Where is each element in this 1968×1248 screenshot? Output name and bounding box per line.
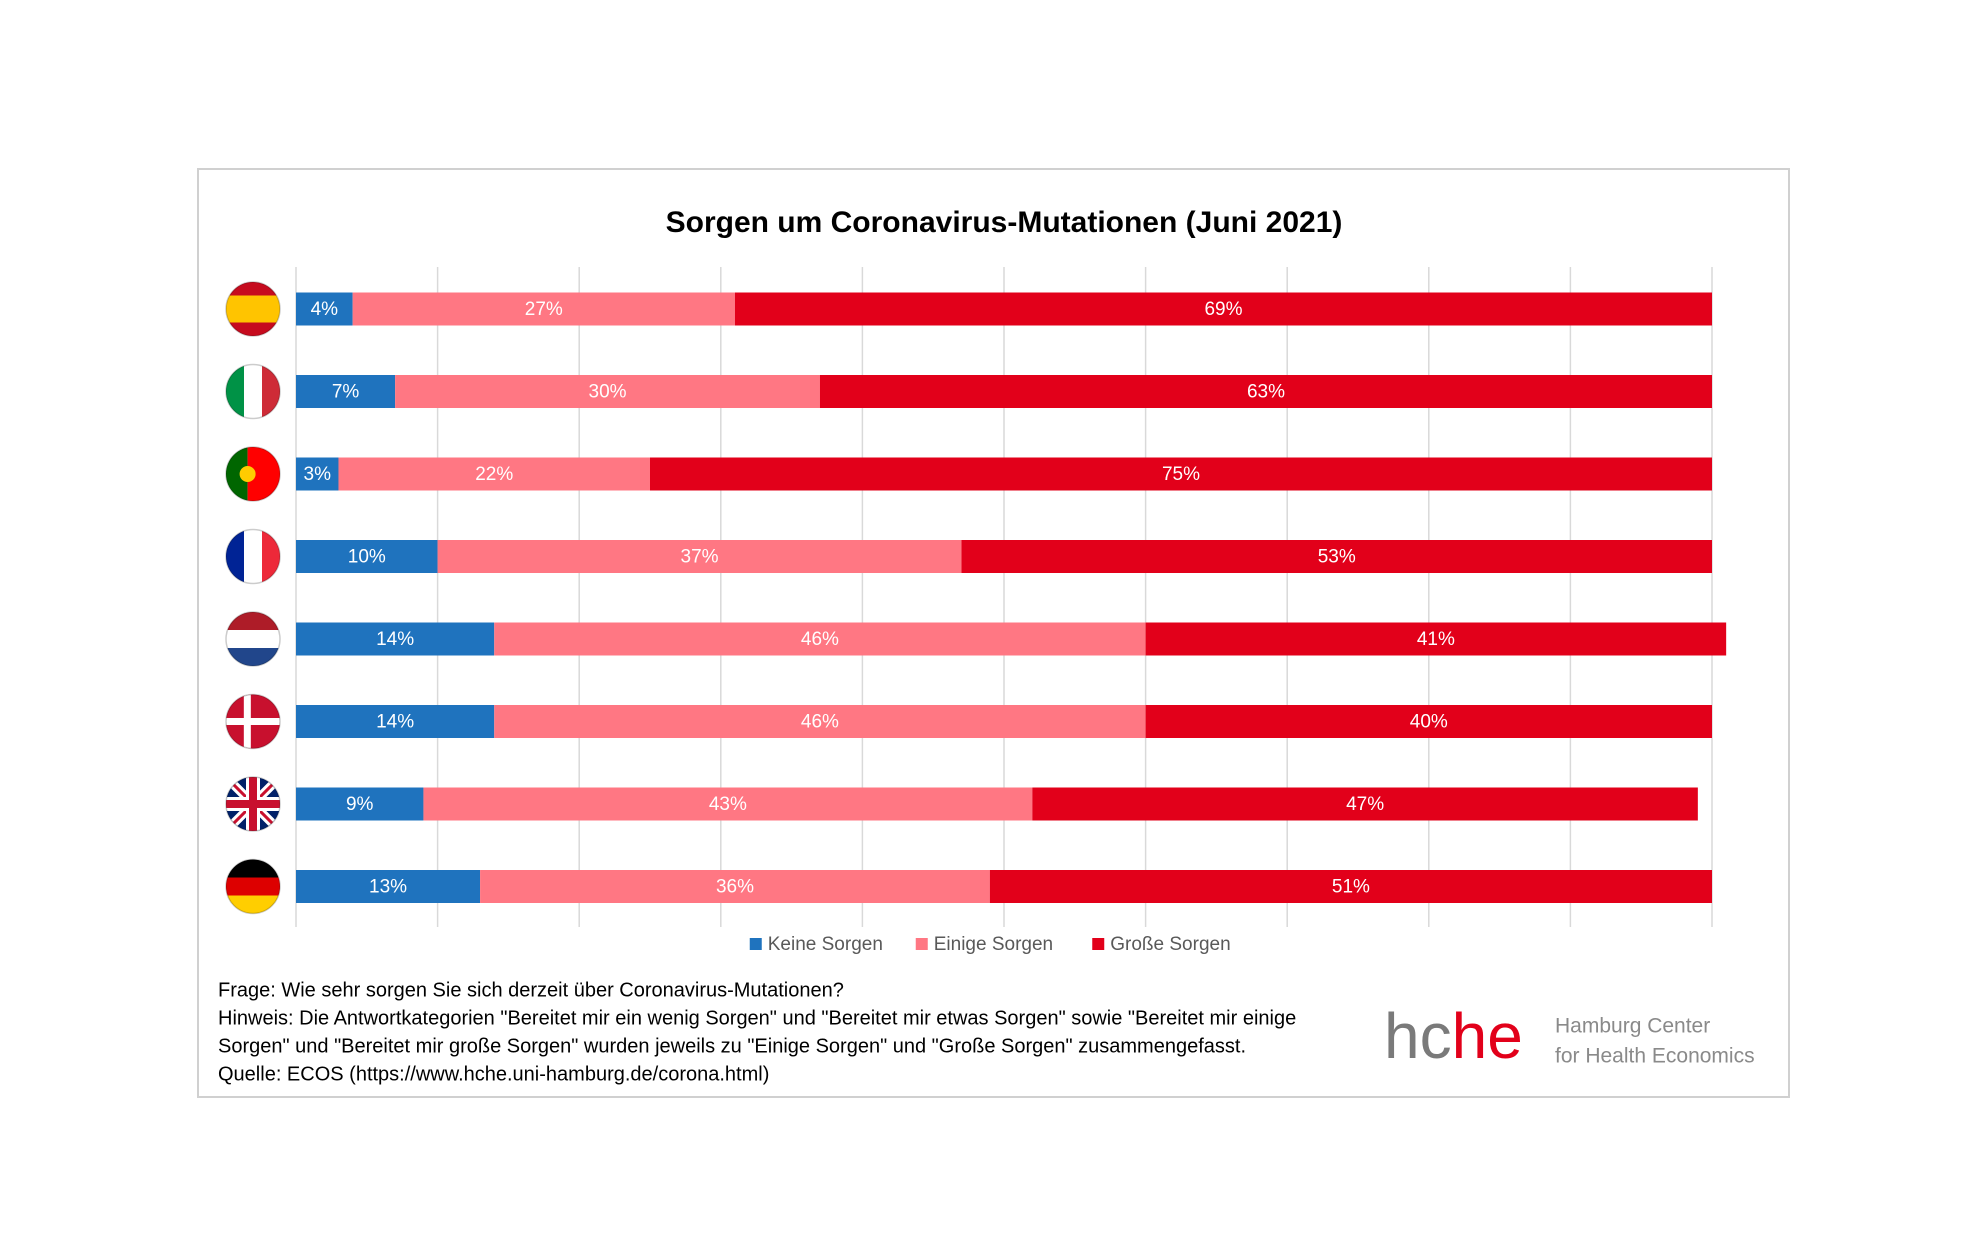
flag-gloss [225, 611, 281, 667]
flag-stripe [226, 859, 280, 878]
bar-segment [395, 375, 820, 408]
value-label: 4% [311, 299, 339, 320]
logo-name: Hamburg Center [1555, 1015, 1710, 1038]
bar-segment [338, 457, 650, 491]
logo-mark-part: hc [1384, 1000, 1452, 1072]
flag-stripe [226, 648, 280, 666]
bar-segment [1145, 622, 1727, 656]
bar-segment [494, 622, 1146, 656]
value-label: 13% [369, 877, 407, 898]
value-label: 10% [348, 547, 386, 568]
logo-mark: hche [1384, 1000, 1523, 1072]
value-label: 43% [709, 794, 747, 815]
flag-gloss [225, 528, 281, 585]
value-label: 30% [589, 382, 627, 403]
value-label: 51% [1332, 877, 1370, 898]
legend-swatch [915, 938, 928, 950]
bar-segment [296, 870, 481, 903]
bar-segment [296, 457, 339, 491]
bar-segment [819, 375, 1712, 408]
flag-gloss [225, 446, 281, 502]
value-label: 9% [346, 794, 374, 815]
bar-segment [734, 292, 1712, 326]
flag-gloss [225, 858, 281, 915]
legend-label: Große Sorgen [1110, 934, 1230, 955]
bar-segment [480, 870, 990, 903]
flag-cross [226, 800, 280, 808]
value-label: 46% [801, 712, 839, 733]
value-label: 7% [332, 382, 360, 403]
bar-segment [296, 622, 495, 656]
flag-gloss [225, 693, 281, 750]
flag-cross [226, 718, 280, 725]
flag [226, 364, 280, 419]
flag-stripe [226, 612, 280, 630]
value-label: 75% [1162, 464, 1200, 485]
flag-stripe [226, 630, 280, 648]
note: Sorgen" und "Bereitet mir große Sorgen" … [218, 1035, 1246, 1057]
legend-swatch [1092, 938, 1105, 950]
value-label: 46% [801, 629, 839, 650]
bar-segment [961, 540, 1712, 573]
bar-segment [989, 870, 1712, 903]
flag-gloss [225, 776, 281, 832]
bar-segment [1032, 787, 1698, 821]
legend-label: Einige Sorgen [934, 934, 1053, 955]
bar-segment [296, 787, 424, 821]
value-label: 3% [304, 464, 332, 485]
flag-stripe [262, 364, 280, 419]
bar-segment [352, 292, 735, 326]
flag-gloss [225, 281, 281, 337]
legend-label: Keine Sorgen [768, 934, 883, 955]
bar-segment [650, 457, 1712, 491]
logo-name: for Health Economics [1555, 1045, 1755, 1068]
legend-swatch [749, 938, 762, 950]
value-label: 47% [1346, 794, 1384, 815]
flag-stripe [226, 447, 248, 501]
flag-stripe [244, 364, 262, 419]
flag [226, 859, 280, 914]
value-label: 14% [376, 629, 414, 650]
flag-stripe [262, 529, 280, 584]
bar-segment [296, 540, 438, 573]
bar-segment [296, 292, 353, 326]
flag [226, 529, 280, 584]
logo-mark-part: he [1452, 1000, 1523, 1072]
value-label: 27% [525, 299, 563, 320]
flag-stripe [226, 529, 244, 584]
value-label: 41% [1417, 629, 1455, 650]
flag-stripe [226, 895, 280, 914]
value-label: 69% [1204, 299, 1242, 320]
value-label: 63% [1247, 382, 1285, 403]
note: Hinweis: Die Antwortkategorien "Bereitet… [218, 1007, 1296, 1029]
flag-gloss [225, 363, 281, 420]
flag [226, 777, 280, 831]
value-label: 14% [376, 712, 414, 733]
value-label: 36% [716, 877, 754, 898]
value-label: 37% [681, 547, 719, 568]
bar-segment [296, 375, 396, 408]
bar-segment [423, 787, 1033, 821]
value-label: 53% [1318, 547, 1356, 568]
flag-emblem [239, 466, 256, 482]
chart-title: Sorgen um Coronavirus-Mutationen (Juni 2… [666, 206, 1343, 239]
value-label: 22% [475, 464, 513, 485]
flag-stripe [244, 529, 262, 584]
flag-stripe [226, 877, 280, 896]
bar-segment [296, 705, 495, 738]
flag-stripe [226, 364, 244, 419]
value-label: 40% [1410, 712, 1448, 733]
bar-segment [494, 705, 1146, 738]
flag [226, 612, 280, 666]
flag-stripe [226, 295, 280, 323]
bar-segment [1145, 705, 1712, 738]
flag [226, 694, 280, 749]
note: Frage: Wie sehr sorgen Sie sich derzeit … [218, 979, 844, 1001]
bar-segment [437, 540, 962, 573]
note: Quelle: ECOS (https://www.hche.uni-hambu… [218, 1063, 769, 1085]
